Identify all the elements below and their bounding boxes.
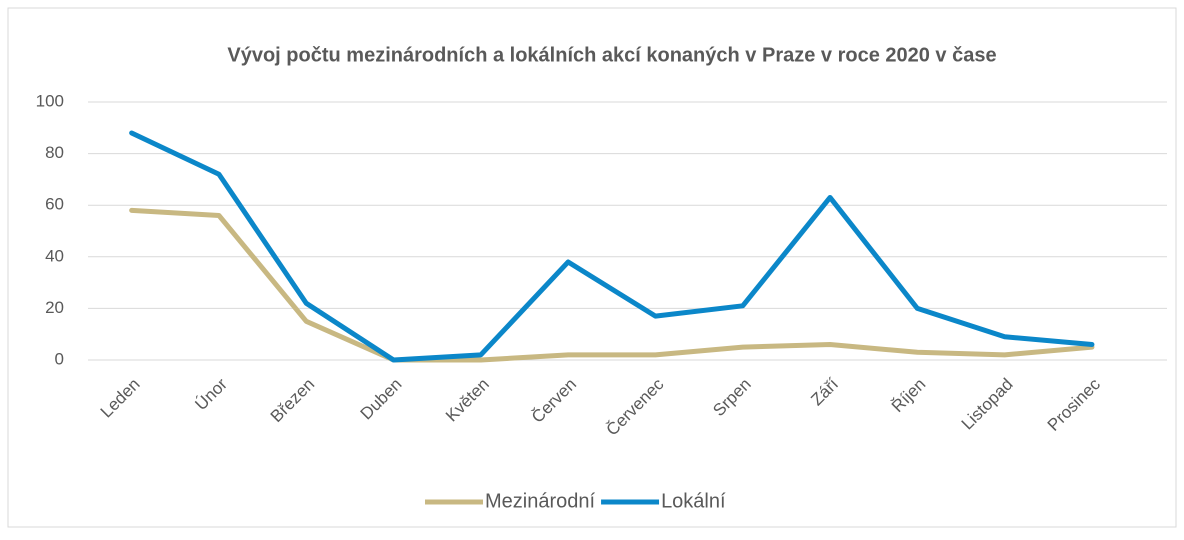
line-series: [129, 130, 1095, 363]
y-tick-label: 100: [36, 91, 64, 110]
legend-label: Lokální: [661, 490, 726, 512]
y-tick-label: 80: [45, 143, 64, 162]
y-tick-label: 0: [55, 349, 64, 368]
legend-label: Mezinárodní: [485, 490, 596, 512]
y-tick-label: 60: [45, 195, 64, 214]
line-series: [129, 207, 1095, 363]
y-tick-label: 20: [45, 298, 64, 317]
chart-border: [7, 7, 1177, 528]
y-tick-label: 40: [45, 246, 64, 265]
chart-title: Vývoj počtu mezinárodních a lokálních ak…: [227, 44, 996, 66]
